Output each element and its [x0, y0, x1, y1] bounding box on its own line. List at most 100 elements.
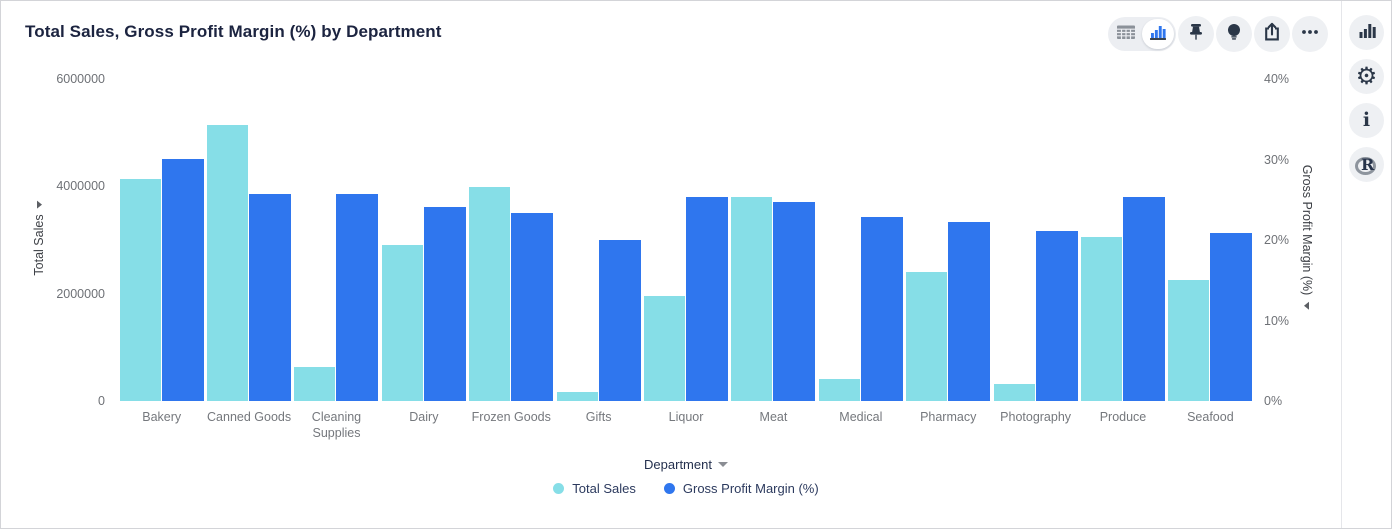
y-axis-tick-label: 40%	[1264, 72, 1290, 86]
bar-total-sales[interactable]	[1168, 280, 1210, 401]
bar-group	[555, 79, 642, 401]
bar-total-sales[interactable]	[207, 125, 249, 401]
legend-label: Gross Profit Margin (%)	[682, 481, 819, 496]
bar-gross-profit-margin[interactable]	[336, 194, 379, 401]
chart-legend: Total Sales Gross Profit Margin (%)	[118, 481, 1254, 496]
right-sidebar: ⚙ i R	[1341, 1, 1391, 528]
bar-gross-profit-margin[interactable]	[511, 212, 554, 401]
share-export-icon	[1262, 22, 1282, 47]
x-axis-label: Canned Goods	[207, 410, 292, 424]
bar-group	[817, 79, 904, 401]
bar-total-sales[interactable]	[556, 391, 598, 401]
bar-group	[380, 79, 467, 401]
view-toggle	[1108, 17, 1176, 51]
y-axis-tick-label: 10%	[1264, 313, 1290, 328]
bar-group	[118, 79, 205, 401]
bar-group	[730, 79, 817, 401]
x-axis-label: Bakery	[142, 410, 182, 424]
bar-chart-icon	[1148, 22, 1168, 47]
bar-total-sales[interactable]	[1080, 236, 1122, 401]
x-axis-label: Photography	[1000, 410, 1072, 424]
bar-total-sales[interactable]	[906, 272, 948, 401]
left-axis-title-label: Total Sales	[32, 214, 46, 276]
bar-total-sales[interactable]	[731, 197, 773, 401]
bar-group	[468, 79, 555, 401]
x-axis-title-row: Department	[118, 457, 1254, 472]
table-grid-icon	[1116, 22, 1136, 47]
bar-gross-profit-margin[interactable]	[423, 207, 466, 401]
bar-gross-profit-margin[interactable]	[860, 216, 903, 401]
bar-total-sales[interactable]	[381, 244, 423, 401]
x-axis-label: Dairy	[409, 410, 439, 424]
bar-gross-profit-margin[interactable]	[161, 158, 204, 401]
bar-chart-icon	[1357, 20, 1377, 45]
chart-toolbar	[1108, 16, 1328, 52]
y-axis-tick-label: 0%	[1264, 394, 1283, 408]
lightbulb-icon	[1224, 22, 1244, 47]
r-logo-icon: R	[1355, 154, 1378, 176]
info-button[interactable]: i	[1349, 103, 1384, 138]
bar-total-sales[interactable]	[818, 378, 860, 401]
bar-gross-profit-margin[interactable]	[249, 194, 292, 401]
axis-sort-arrow-icon	[36, 200, 42, 209]
legend-label: Total Sales	[572, 481, 636, 496]
legend-item[interactable]: Gross Profit Margin (%)	[663, 481, 819, 496]
y-axis-tick-label: 2000000	[56, 286, 105, 301]
bar-group	[293, 79, 380, 401]
bar-total-sales[interactable]	[469, 187, 511, 401]
bar-total-sales[interactable]	[644, 295, 686, 401]
plot-area	[118, 79, 1254, 401]
x-axis-label: Cleaning Supplies	[311, 410, 362, 440]
x-axis-label: Meat	[759, 410, 788, 424]
bar-gross-profit-margin[interactable]	[598, 240, 641, 401]
bar-gross-profit-margin[interactable]	[1035, 231, 1078, 401]
export-button[interactable]	[1254, 16, 1290, 52]
ellipsis-icon	[1300, 22, 1320, 47]
bar-total-sales[interactable]	[294, 367, 336, 401]
y-axis-tick-label: 20%	[1264, 233, 1290, 247]
page-title: Total Sales, Gross Profit Margin (%) by …	[25, 22, 442, 41]
x-axis-label: Gifts	[585, 410, 612, 424]
pin-icon	[1186, 22, 1206, 47]
chart-type-button[interactable]	[1349, 15, 1384, 50]
y-axis-tick-label: 6000000	[56, 72, 105, 86]
gear-icon: ⚙	[1355, 62, 1378, 90]
more-options-button[interactable]	[1292, 16, 1328, 52]
right-axis-title[interactable]: Gross Profit Margin (%)	[1300, 165, 1314, 310]
insights-button[interactable]	[1216, 16, 1252, 52]
y-axis-tick-label: 0	[98, 394, 105, 408]
bar-group	[205, 79, 292, 401]
bar-gross-profit-margin[interactable]	[686, 197, 729, 401]
bar-gross-profit-margin[interactable]	[1210, 232, 1253, 401]
bar-group	[1167, 79, 1254, 401]
table-view-button[interactable]	[1110, 19, 1142, 49]
y-axis-tick-label: 4000000	[56, 179, 105, 194]
legend-item[interactable]: Total Sales	[553, 481, 636, 496]
pin-button[interactable]	[1178, 16, 1214, 52]
x-axis-label: Produce	[1099, 410, 1147, 424]
bar-total-sales[interactable]	[993, 383, 1035, 401]
x-axis-title-dropdown[interactable]: Department	[644, 457, 712, 472]
bar-group	[992, 79, 1079, 401]
legend-dot-icon	[663, 483, 675, 494]
left-axis-title[interactable]: Total Sales	[32, 200, 46, 276]
bar-gross-profit-margin[interactable]	[1122, 197, 1165, 401]
settings-button[interactable]: ⚙	[1349, 59, 1384, 94]
y-axis-tick-label: 30%	[1264, 152, 1290, 167]
x-axis-labels: Bakery Canned Goods Cleaning Supplies Dairy…	[118, 409, 1254, 441]
x-axis-label: Pharmacy	[920, 410, 977, 424]
bar-total-sales[interactable]	[119, 178, 161, 401]
chevron-down-icon	[717, 462, 728, 467]
chart-view-button[interactable]	[1142, 19, 1174, 49]
x-axis-label: Frozen Goods	[471, 410, 551, 424]
bar-group	[642, 79, 729, 401]
info-icon: i	[1362, 109, 1371, 131]
r-script-button[interactable]: R	[1349, 147, 1384, 182]
bar-group	[905, 79, 992, 401]
right-axis-title-label: Gross Profit Margin (%)	[1300, 164, 1314, 296]
x-axis-label: Liquor	[668, 410, 704, 424]
legend-dot-icon	[553, 483, 565, 494]
bar-gross-profit-margin[interactable]	[948, 222, 991, 401]
bar-gross-profit-margin[interactable]	[773, 202, 816, 401]
